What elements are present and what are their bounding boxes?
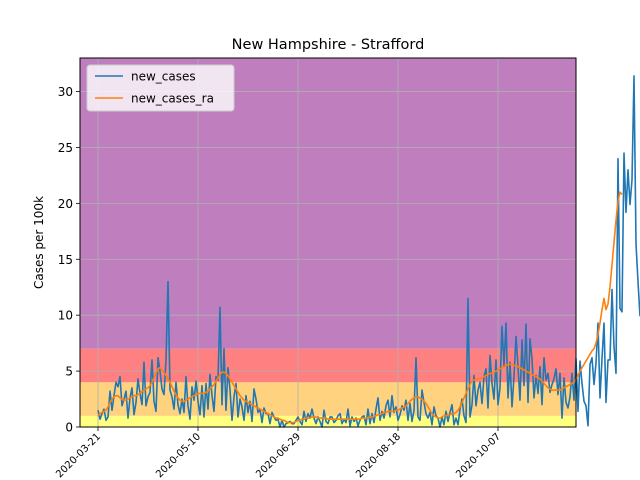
y-tick-label: 25 xyxy=(58,141,73,155)
y-tick-label: 5 xyxy=(65,365,73,379)
legend-label-new-cases: new_cases xyxy=(131,70,196,84)
y-tick-label: 15 xyxy=(58,253,73,267)
risk-bands xyxy=(80,58,576,427)
legend-label-new-cases-ra: new_cases_ra xyxy=(131,92,214,106)
risk-band-2 xyxy=(80,348,576,383)
chart-title: New Hampshire - Strafford xyxy=(232,37,425,53)
y-tick-label: 30 xyxy=(58,85,73,99)
y-tick-label: 20 xyxy=(58,197,73,211)
y-tick-label: 0 xyxy=(65,421,73,435)
legend-box xyxy=(86,64,235,112)
y-axis-label: Cases per 100k xyxy=(32,196,46,289)
y-axis: 0 5 10 15 20 25 30 xyxy=(58,85,80,435)
y-tick-label: 10 xyxy=(58,309,73,323)
plot-frame xyxy=(79,57,577,428)
series-lines xyxy=(97,75,640,428)
legend: new_cases new_cases_ra xyxy=(86,64,235,112)
series-line-new-cases-ra xyxy=(97,191,623,424)
